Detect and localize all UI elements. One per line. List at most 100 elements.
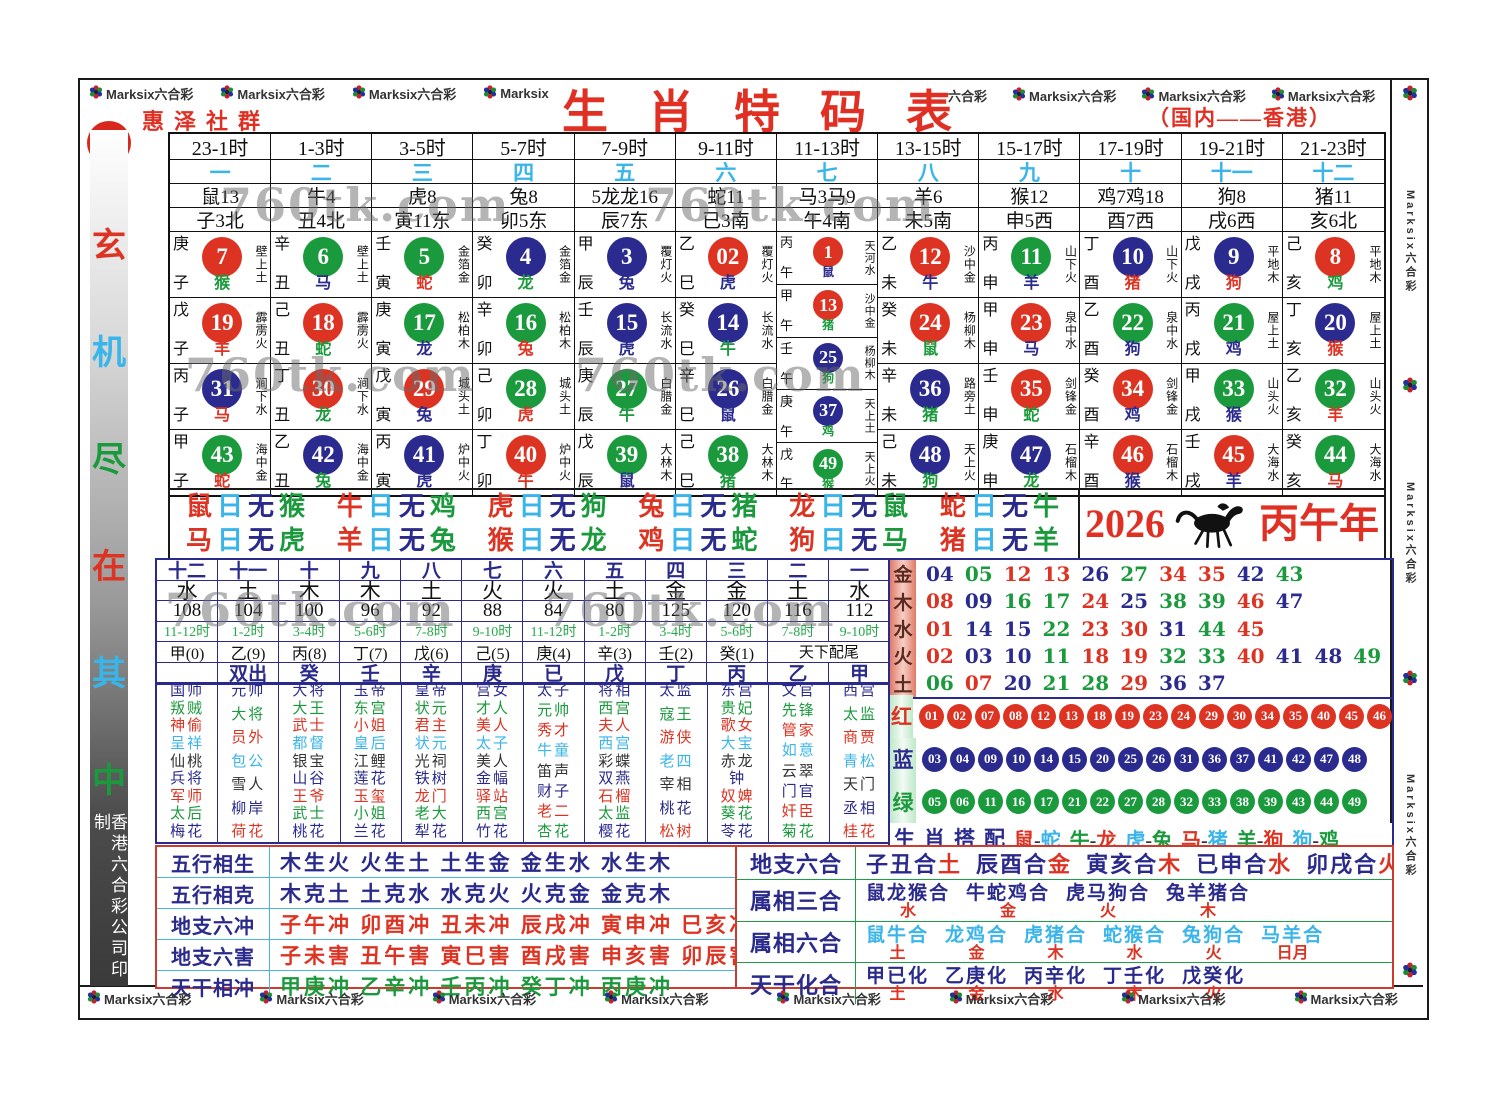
stem-branch: 丙午 (780, 236, 793, 279)
element-number: 44 (1197, 616, 1226, 641)
number-cell: 甲辰 3 兔覆灯火 (574, 232, 675, 298)
number-ball: 12 (910, 237, 951, 277)
number-ball: 13 (813, 290, 844, 321)
absent-char: 日 (367, 492, 399, 521)
absent-char: 无 (1001, 492, 1033, 521)
nayin-element: 松柏木 (456, 311, 471, 350)
absent-group: 狗日无马 (789, 528, 913, 554)
nickname-word: 驿站 (475, 788, 510, 805)
absent-group: 龙日无鼠 (789, 494, 913, 520)
relation-label: 天干相冲 (157, 971, 270, 1001)
stem-char: 丁 (1083, 236, 1100, 254)
outer-frame (78, 78, 1429, 1020)
pair-dash: - (1034, 829, 1041, 852)
stem-branch: 壬寅 (375, 237, 391, 291)
nickname-word: 武士 (292, 718, 327, 735)
element-number: 24 (1081, 589, 1110, 614)
ball-and-zodiac: 17 龙 (404, 303, 445, 358)
nickname-word: 夫人 (598, 718, 633, 735)
brand-logo: Marksix六合彩 (88, 84, 193, 103)
nickname-word: 石榴 (598, 788, 633, 805)
segment-element: 木 (1158, 852, 1183, 877)
absent-char: 羊 (336, 526, 368, 555)
absent-char: 猪 (939, 526, 971, 555)
time-slot-cell: 3-4时 (645, 621, 707, 642)
stem-char: 戊 (1184, 236, 1201, 254)
element-number: 35 (1197, 561, 1226, 586)
zodiac-char: 兔 (618, 275, 635, 292)
brand-logo-label: Marksix六合彩 (368, 87, 457, 102)
flower-logo-icon (948, 989, 964, 1008)
branch-char: 寅 (375, 472, 392, 490)
branch-char: 寅 (375, 274, 392, 292)
header-cell: 辰7东 (574, 208, 676, 232)
nayin-element: 天河水 (863, 239, 876, 276)
number-ball: 40 (505, 435, 546, 475)
relation-row: 五行相生 木生火 火生土 土生金 金生水 水生木 (157, 847, 737, 878)
header-cell: 蛇11 (675, 184, 777, 208)
nickname-word: 小姐 (353, 718, 388, 735)
segment-element: 金 (1000, 902, 1017, 920)
number-ball: 16 (505, 303, 546, 343)
nayin-element: 白腊金 (759, 377, 774, 416)
stem-char: 己 (678, 434, 695, 452)
header-cell: 5-7时 (473, 134, 575, 160)
ball-and-zodiac: 42 兔 (303, 435, 344, 490)
nickname-word: 美人 (475, 753, 510, 770)
stem-branch: 庚寅 (375, 303, 391, 357)
nayin-element: 大林木 (759, 443, 774, 482)
stem-branch: 壬申 (982, 369, 998, 423)
ball-and-zodiac: 47 龙 (1011, 435, 1052, 490)
nickname-word: 双燕 (598, 771, 633, 788)
flower-logo-icon (1122, 990, 1135, 1004)
flower-logo-icon (86, 989, 102, 1008)
segment-main: 兔羊猪合 (1166, 883, 1251, 904)
number-ball: 30 (303, 369, 344, 409)
nayin-element: 城头土 (456, 377, 471, 416)
grid-column: 甲辰 3 兔覆灯火壬辰 15 虎长流水庚辰 27 牛白腊金戊辰 39 鼠大林木 (574, 232, 676, 495)
color-ball-row: 红 01 02 07 08 12 13 18 19 23 24 29 30 34 35 40 45 46 (890, 695, 1392, 738)
absent-char: 日 (367, 526, 399, 555)
nayin-element: 壁上土 (254, 245, 269, 284)
number-cell: 丁酉 10 猪山下火 (1080, 232, 1181, 298)
segment-element: 土 (938, 852, 963, 877)
ball-and-zodiac: 35 蛇 (1011, 369, 1052, 424)
nickname-column: 太监 寇王 游侠 老四 宰相 桃花 松树 (646, 682, 708, 842)
number-cell: 乙未 12 牛沙中金 (878, 232, 979, 298)
stem-char: 庚 (577, 368, 594, 386)
stem-digit-cell: 丁(7) (340, 642, 402, 663)
nayin-element: 剑锋金 (1063, 377, 1078, 416)
branch-char: 丑 (274, 472, 291, 490)
element-cell: 土 (584, 580, 646, 601)
ball: 49 (1342, 789, 1367, 815)
stem-pair-cell: 癸 (279, 662, 341, 683)
grid-column: 辛丑 6 马壁上土己丑 18 蛇霹雳火丁丑 30 龙涧下水乙丑 42 兔海中金 (271, 232, 373, 495)
number-ball: 4 (505, 237, 546, 277)
number-ball: 34 (1112, 369, 1153, 409)
nickname-word: 金幅 (475, 771, 510, 788)
ball: 13 (1059, 703, 1084, 729)
zodiac-count-row: 鼠13 牛4 虎8 兔8 5龙龙16 蛇11 马3马9 羊6 猴12 鸡7鸡18 狗8 猪11 (170, 184, 1384, 208)
header-cell: 3-5时 (372, 134, 474, 160)
number-cell: 丙申 11 羊山下火 (979, 232, 1080, 298)
stem-branch: 甲午 (780, 289, 793, 332)
ball-and-zodiac: 20 猴 (1315, 303, 1356, 358)
nickname-word: 西宫 (598, 700, 633, 717)
absent-zodiac-lines: 鼠日无猴 牛日无鸡 虎日无狗 兔日无猪 龙日无鼠 蛇日无牛 马日无虎 羊日无兔 猴日无龙 鸡日无蛇… (168, 488, 1080, 560)
segment-element: 水 (1268, 852, 1293, 877)
branch-char: 午 (779, 370, 793, 386)
flower-logo-icon (351, 84, 367, 103)
stem-branch: 癸巳 (679, 303, 695, 357)
right-logo-strip: Marksix六合彩 Marksix六合彩 Marksix六合彩 (1393, 84, 1427, 984)
stem-char: 甲 (779, 288, 793, 304)
nickname-word: 银宝 (292, 753, 327, 770)
ball-and-zodiac: 16 兔 (505, 303, 546, 358)
sum-number-cell: 96 (340, 601, 402, 622)
nickname-word: 商贾 (842, 730, 877, 746)
brand-logo-label: Marksix六合彩 (448, 992, 537, 1007)
nickname-word: 杏花 (537, 823, 572, 840)
element-cell: 木 (340, 580, 402, 601)
header-cell: 鼠13 (170, 184, 272, 208)
nayin-element: 剑锋金 (1164, 377, 1179, 416)
